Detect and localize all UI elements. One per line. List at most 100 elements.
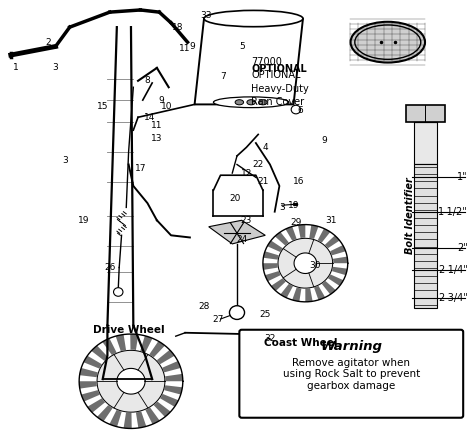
Wedge shape: [324, 235, 340, 248]
Text: 10: 10: [161, 102, 172, 111]
Wedge shape: [87, 398, 106, 413]
Text: 77000
OPTIONAL
Heavy-Duty
Rain Cover: 77000 OPTIONAL Heavy-Duty Rain Cover: [251, 57, 309, 107]
Wedge shape: [140, 336, 153, 353]
Text: 17: 17: [135, 164, 146, 173]
Wedge shape: [267, 241, 283, 252]
Wedge shape: [79, 381, 98, 389]
Text: 3: 3: [62, 156, 68, 165]
Text: Remove agitator when
using Rock Salt to prevent
gearbox damage: Remove agitator when using Rock Salt to …: [283, 358, 420, 391]
Text: 26: 26: [104, 263, 116, 272]
Wedge shape: [81, 390, 100, 401]
Wedge shape: [102, 338, 117, 356]
Wedge shape: [328, 274, 343, 286]
Wedge shape: [91, 346, 109, 361]
Text: 9: 9: [321, 137, 327, 146]
Wedge shape: [80, 368, 99, 377]
Wedge shape: [124, 412, 132, 429]
Wedge shape: [160, 394, 178, 407]
Wedge shape: [321, 280, 336, 295]
Text: 9: 9: [159, 95, 164, 105]
Text: 31: 31: [326, 216, 337, 225]
FancyBboxPatch shape: [406, 105, 445, 121]
Wedge shape: [153, 401, 171, 417]
Ellipse shape: [235, 100, 244, 105]
FancyBboxPatch shape: [239, 330, 463, 418]
Circle shape: [278, 238, 333, 288]
Wedge shape: [156, 350, 174, 365]
Wedge shape: [309, 225, 319, 239]
Text: 15: 15: [97, 102, 109, 111]
Ellipse shape: [204, 10, 303, 27]
Wedge shape: [265, 271, 281, 281]
Text: 2-1/4": 2-1/4": [438, 265, 468, 275]
Wedge shape: [164, 374, 183, 381]
Wedge shape: [264, 251, 279, 260]
Circle shape: [291, 105, 301, 114]
Text: 28: 28: [198, 302, 210, 311]
Text: 9: 9: [189, 42, 195, 51]
Text: Drive Wheel: Drive Wheel: [93, 325, 164, 336]
Polygon shape: [209, 220, 265, 244]
Text: 19: 19: [78, 216, 90, 225]
FancyBboxPatch shape: [414, 121, 437, 165]
Text: 5: 5: [239, 42, 245, 51]
Text: OPTIONAL: OPTIONAL: [251, 64, 307, 73]
Wedge shape: [275, 232, 289, 246]
Wedge shape: [281, 283, 293, 298]
Text: 3: 3: [279, 203, 285, 212]
Wedge shape: [314, 285, 325, 300]
Text: 32: 32: [264, 334, 276, 343]
Wedge shape: [164, 385, 182, 394]
Text: 4: 4: [263, 143, 268, 152]
Ellipse shape: [259, 100, 267, 105]
Text: 1": 1": [457, 172, 468, 182]
Wedge shape: [285, 226, 297, 241]
Text: 1: 1: [13, 64, 18, 73]
Wedge shape: [271, 278, 286, 291]
Text: 30: 30: [309, 261, 320, 270]
Circle shape: [294, 253, 317, 273]
Text: 1-1/2": 1-1/2": [438, 206, 468, 217]
Text: Warning: Warning: [320, 340, 382, 353]
Text: 20: 20: [229, 194, 240, 203]
Wedge shape: [130, 334, 138, 351]
Wedge shape: [298, 225, 305, 239]
FancyBboxPatch shape: [414, 165, 437, 308]
Text: 7: 7: [220, 72, 226, 81]
Circle shape: [117, 368, 145, 394]
Text: 21: 21: [257, 177, 269, 186]
Text: 3: 3: [53, 64, 58, 73]
Text: 11: 11: [151, 121, 163, 130]
Text: 33: 33: [201, 11, 212, 20]
Wedge shape: [318, 229, 330, 243]
Wedge shape: [305, 288, 313, 302]
Text: 2": 2": [457, 243, 468, 253]
Text: 18: 18: [173, 22, 184, 32]
Text: 14: 14: [144, 113, 155, 122]
Text: 22: 22: [253, 160, 264, 169]
Wedge shape: [116, 334, 126, 352]
Text: 19: 19: [288, 201, 299, 210]
Wedge shape: [329, 245, 346, 255]
Text: 27: 27: [212, 314, 224, 324]
Text: 11: 11: [180, 44, 191, 53]
Text: 24: 24: [236, 235, 247, 244]
Wedge shape: [149, 341, 165, 358]
Text: 25: 25: [260, 310, 271, 319]
Text: 2-3/4": 2-3/4": [438, 293, 468, 303]
Text: 29: 29: [290, 218, 301, 227]
Text: 13: 13: [151, 134, 163, 143]
Text: 12: 12: [241, 168, 252, 178]
Circle shape: [229, 306, 245, 319]
Text: Bolt Identifier: Bolt Identifier: [405, 178, 415, 254]
Wedge shape: [97, 405, 113, 421]
Wedge shape: [83, 356, 102, 369]
Wedge shape: [162, 361, 181, 372]
Wedge shape: [263, 263, 278, 270]
Wedge shape: [332, 257, 348, 263]
Wedge shape: [145, 407, 160, 424]
Ellipse shape: [355, 25, 421, 59]
Wedge shape: [109, 410, 122, 427]
Ellipse shape: [247, 100, 255, 105]
Ellipse shape: [213, 97, 289, 108]
